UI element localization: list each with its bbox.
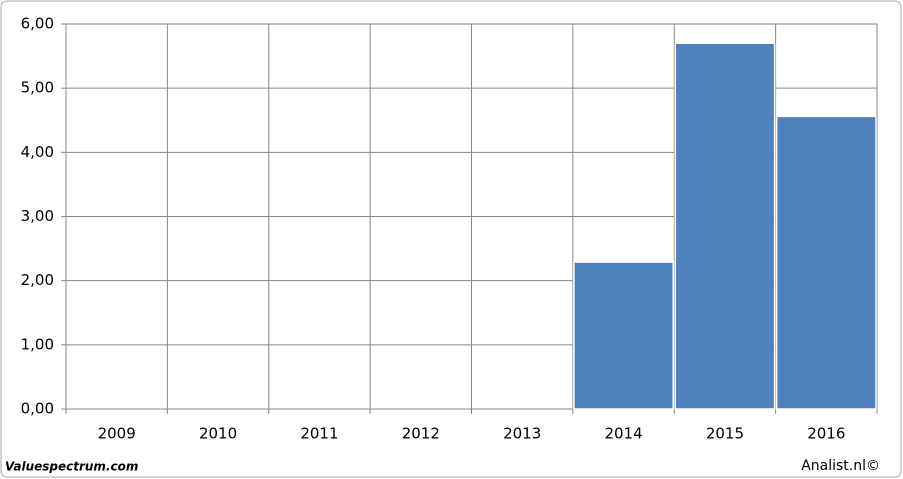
source-left: Valuespectrum.com: [5, 460, 138, 474]
x-tick-label: 2013: [503, 425, 541, 443]
y-tick-label: 1,00: [21, 335, 54, 353]
y-tick-label: 5,00: [21, 79, 54, 97]
bar: [674, 42, 776, 410]
x-tick-label: 2009: [98, 425, 136, 443]
y-tick-label: 4,00: [21, 143, 54, 161]
bar: [775, 115, 877, 410]
y-tick-label: 0,00: [21, 400, 54, 418]
x-tick-label: 2014: [604, 425, 642, 443]
x-tick-label: 2010: [199, 425, 237, 443]
y-tick-label: 2,00: [21, 271, 54, 289]
x-tick-label: 2012: [402, 425, 440, 443]
x-tick-label: 2016: [807, 425, 845, 443]
bar: [573, 261, 674, 410]
source-right: Analist.nl©: [801, 458, 880, 474]
y-tick-label: 3,00: [21, 207, 54, 225]
y-tick-label: 6,00: [21, 15, 54, 33]
x-tick-label: 2011: [300, 425, 338, 443]
x-tick-label: 2015: [706, 425, 744, 443]
